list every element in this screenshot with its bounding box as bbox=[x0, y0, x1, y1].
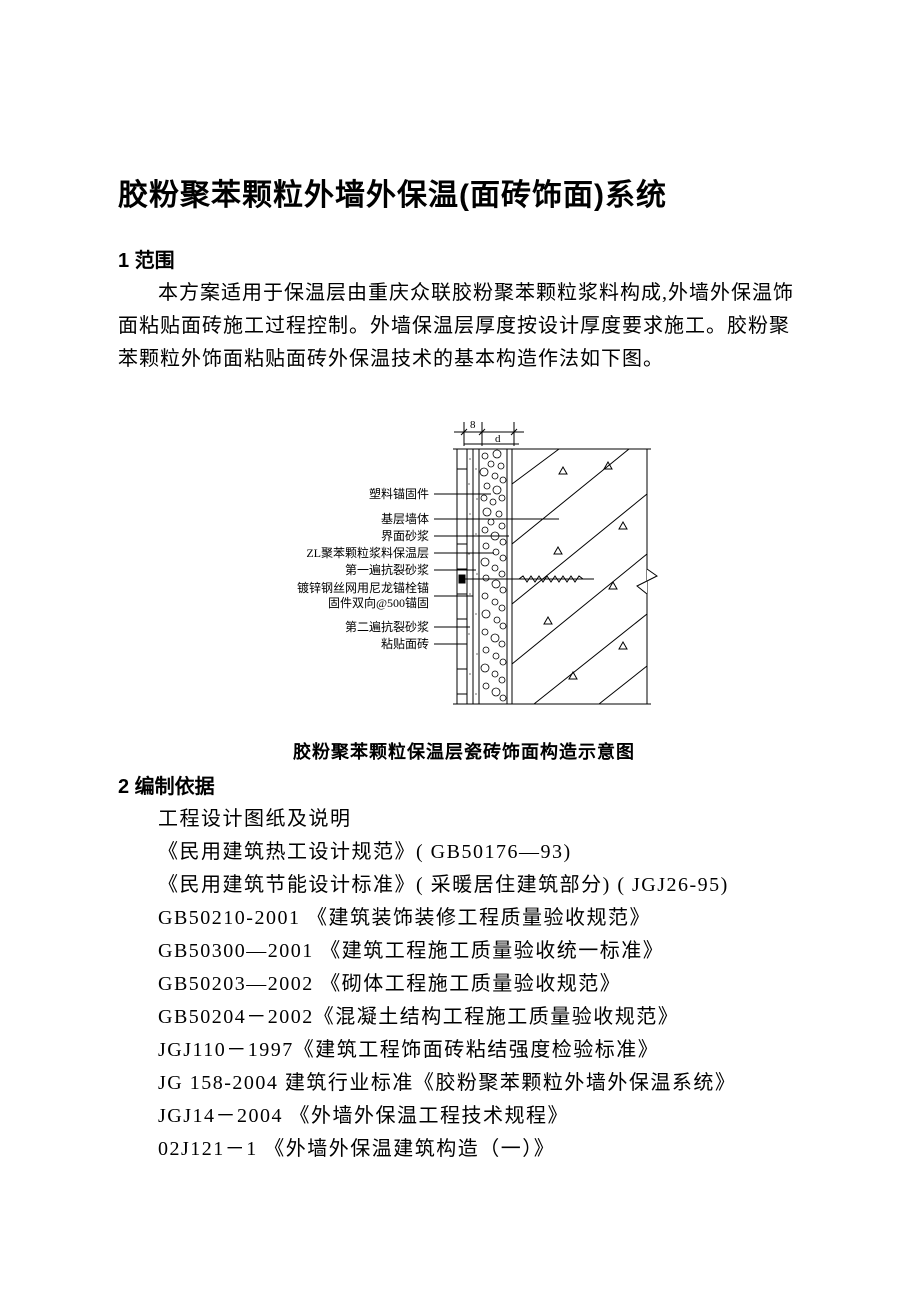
diagram-label-3: ZL聚苯颗粒浆料保温层 bbox=[306, 546, 429, 560]
diagram-label-6: 固件双向@500锚固 bbox=[328, 596, 429, 610]
ref-item: GB50203—2002 《砌体工程施工质量验收规范》 bbox=[118, 968, 810, 1001]
section-2-heading: 2 编制依据 bbox=[118, 770, 810, 799]
ref-item: JGJ14－2004 《外墙外保温工程技术规程》 bbox=[118, 1100, 810, 1133]
section-1-heading: 1 范围 bbox=[118, 244, 810, 273]
ref-item: 工程设计图纸及说明 bbox=[118, 803, 810, 836]
section-1-paragraph: 本方案适用于保温层由重庆众联胶粉聚苯颗粒浆料构成,外墙外保温饰面粘贴面砖施工过程… bbox=[118, 277, 810, 376]
diagram-label-2: 界面砂浆 bbox=[381, 529, 429, 543]
diagram-label-5: 镀锌钢丝网用尼龙锚栓锚 bbox=[297, 581, 429, 595]
ref-item: JG 158-2004 建筑行业标准《胶粉聚苯颗粒外墙外保温系统》 bbox=[118, 1067, 810, 1100]
diagram-label-1: 基层墙体 bbox=[381, 512, 429, 526]
diagram-label-7: 第二遍抗裂砂浆 bbox=[345, 620, 429, 634]
ref-item: 《民用建筑节能设计标准》( 采暖居住建筑部分) ( JGJ26-95) bbox=[118, 869, 810, 902]
diagram-svg: 8 d bbox=[259, 414, 669, 714]
diagram-label-4: 第一遍抗裂砂浆 bbox=[345, 563, 429, 577]
document-page: 胶粉聚苯颗粒外墙外保温(面砖饰面)系统 1 范围 本方案适用于保温层由重庆众联胶… bbox=[0, 0, 920, 1246]
diagram-container: 8 d bbox=[118, 414, 810, 714]
ref-item: 02J121－1 《外墙外保温建筑构造（一）》 bbox=[118, 1133, 810, 1166]
diagram-caption: 胶粉聚苯颗粒保温层瓷砖饰面构造示意图 bbox=[118, 738, 810, 764]
ref-item: 《民用建筑热工设计规范》( GB50176—93) bbox=[118, 836, 810, 869]
document-title: 胶粉聚苯颗粒外墙外保温(面砖饰面)系统 bbox=[118, 170, 810, 214]
dim-d: d bbox=[495, 433, 501, 445]
dim-8: 8 bbox=[470, 419, 476, 431]
ref-item: GB50210-2001 《建筑装饰装修工程质量验收规范》 bbox=[118, 902, 810, 935]
diagram-label-8: 粘贴面砖 bbox=[381, 637, 429, 651]
ref-item: GB50300—2001 《建筑工程施工质量验收统一标准》 bbox=[118, 935, 810, 968]
ref-item: GB50204－2002《混凝土结构工程施工质量验收规范》 bbox=[118, 1001, 810, 1034]
reference-list: 工程设计图纸及说明 《民用建筑热工设计规范》( GB50176—93) 《民用建… bbox=[118, 803, 810, 1166]
diagram-label-0: 塑料锚固件 bbox=[369, 487, 429, 501]
construction-diagram: 8 d bbox=[259, 414, 669, 714]
ref-item: JGJ110－1997《建筑工程饰面砖粘结强度检验标准》 bbox=[118, 1034, 810, 1067]
